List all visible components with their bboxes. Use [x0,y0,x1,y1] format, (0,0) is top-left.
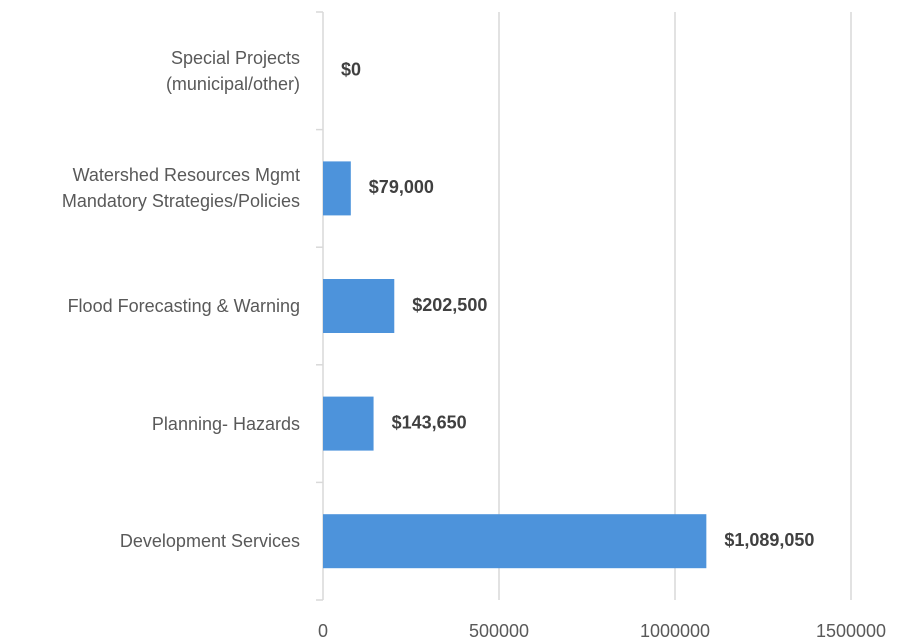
data-label: $143,650 [392,412,467,432]
bar [323,161,351,216]
data-label: $202,500 [412,295,487,315]
bar [323,279,395,333]
y-tick-label: Development Services [119,531,300,552]
x-tick-label: 1000000 [640,621,710,641]
x-tick-label: 500000 [469,621,529,641]
data-label: $0 [341,60,361,80]
y-tick-label: Watershed Resources Mgmt Mandatory Strat… [61,165,300,212]
y-tick-label: Planning- Hazards [151,413,300,434]
data-label: $79,000 [369,177,434,197]
y-tick-label: Flood Forecasting & Warning [67,296,300,316]
bar [323,396,374,451]
data-label: $1,089,050 [724,530,814,550]
x-tick-label: 1500000 [816,621,886,641]
y-tick-label: Special Projects (municipal/other) [165,47,300,94]
x-tick-label: 0 [318,621,328,641]
bar [323,514,707,569]
